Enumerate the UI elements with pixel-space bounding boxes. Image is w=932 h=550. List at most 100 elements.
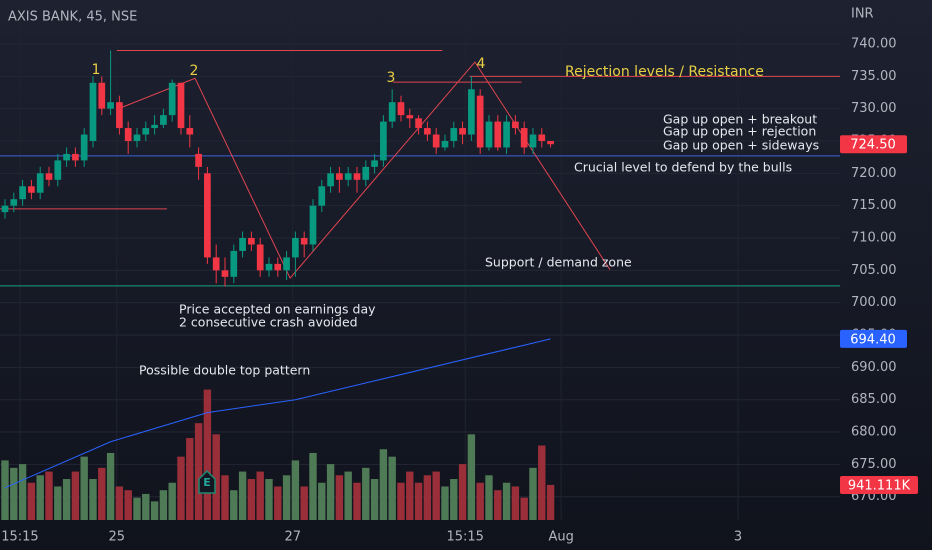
- candle-body: [353, 173, 361, 180]
- earnings-marker: E: [203, 476, 211, 489]
- volume-bar: [115, 486, 124, 520]
- volume-bar: [467, 434, 476, 520]
- candle-body: [221, 270, 229, 277]
- candle-body: [54, 160, 62, 180]
- candle-body: [344, 173, 352, 180]
- moving-average: [4, 338, 551, 489]
- candle-body: [248, 238, 255, 245]
- annotation: 2 consecutive crash avoided: [179, 315, 358, 330]
- y-tick-label: 700.00: [851, 295, 897, 310]
- y-tick-label: 680.00: [851, 425, 897, 440]
- price-badge-label: 694.40: [850, 332, 896, 347]
- volume-bar: [397, 482, 405, 520]
- candle-body: [28, 186, 35, 193]
- volume-bar: [300, 486, 308, 520]
- volume-bar: [476, 482, 484, 520]
- volume-bar: [186, 438, 194, 520]
- volume-bar: [54, 486, 62, 520]
- annotation: 2: [190, 63, 199, 79]
- volume-bar: [194, 423, 203, 520]
- volume-bar: [538, 445, 546, 520]
- candle-body: [107, 102, 114, 109]
- candle-body: [327, 173, 334, 187]
- volume-bar: [414, 482, 423, 520]
- candle-body: [256, 244, 264, 271]
- candle-body: [318, 186, 326, 206]
- volume-bar: [388, 456, 396, 520]
- currency: INR: [851, 7, 874, 22]
- candle-body: [406, 115, 414, 119]
- candle-body: [424, 128, 431, 135]
- x-tick-label: 27: [284, 530, 301, 545]
- volume-bar: [441, 486, 449, 520]
- candle-body: [230, 250, 238, 277]
- annotation: Rejection levels / Resistance: [565, 64, 764, 80]
- candle-body: [98, 82, 106, 109]
- volume-bar: [502, 482, 511, 520]
- volume-bar: [546, 484, 555, 520]
- candle-body: [485, 121, 493, 148]
- candle-body: [309, 205, 317, 245]
- candle-body: [371, 160, 378, 167]
- candle-body: [186, 128, 194, 135]
- volume-bar: [89, 479, 97, 520]
- candle-body: [116, 102, 123, 129]
- candle-body: [63, 153, 70, 161]
- y-tick-label: 720.00: [851, 166, 897, 181]
- volume-bar: [133, 497, 141, 520]
- volume-bar: [27, 482, 36, 520]
- volume-bar: [423, 475, 432, 520]
- candle-body: [133, 134, 141, 141]
- candle-body: [283, 257, 290, 271]
- y-tick-label: 685.00: [851, 392, 897, 407]
- volume-bar: [282, 475, 291, 520]
- annotation: 3: [387, 70, 396, 86]
- candle-body: [1, 205, 9, 213]
- candle-body: [124, 128, 132, 141]
- candle-body: [36, 173, 44, 193]
- volume-bar: [18, 464, 27, 520]
- chart-title: AXIS BANK, 45, NSE: [8, 10, 137, 25]
- earnings-marker-shape: [198, 469, 216, 494]
- candle-body: [142, 128, 150, 135]
- candle-body: [380, 121, 387, 161]
- x-tick-label: 15:15: [446, 530, 483, 545]
- volume-bar: [212, 434, 220, 520]
- annotation: Possible double top pattern: [139, 363, 310, 378]
- candle-body: [300, 238, 308, 245]
- volume-bar: [247, 479, 256, 520]
- candle-body: [274, 263, 282, 271]
- price-badge: [840, 329, 907, 348]
- volume-bar: [458, 464, 467, 520]
- annotation: 1: [92, 62, 101, 78]
- candle-body: [19, 186, 26, 200]
- volume-bar: [370, 479, 379, 520]
- y-tick-label: 735.00: [851, 69, 897, 84]
- candle-body: [529, 134, 537, 148]
- volume-bar: [177, 456, 185, 520]
- price-badge-label: 724.50: [850, 138, 896, 153]
- volume-bar: [309, 452, 317, 520]
- annotation: Support / demand zone: [485, 255, 632, 270]
- volume-bar: [326, 464, 335, 520]
- annotation: Gap up open + rejection: [663, 124, 816, 139]
- volume-bar: [318, 482, 326, 520]
- volume-bar: [36, 475, 44, 520]
- volume-bar: [168, 482, 176, 520]
- volume-bar: [344, 471, 352, 520]
- volume-bar: [432, 471, 440, 520]
- volume-bar: [238, 471, 247, 520]
- volume-bar: [379, 449, 388, 520]
- volume-bar: [106, 452, 115, 520]
- volume-bar: [274, 486, 282, 520]
- volume-bar: [353, 482, 361, 520]
- volume-badge-label: 941.111K: [848, 478, 911, 493]
- annotation: Price accepted on earnings day: [179, 302, 376, 317]
- candle-body: [441, 140, 449, 148]
- candle-body: [520, 128, 528, 148]
- volume-bar: [291, 460, 300, 520]
- candle-body: [432, 134, 440, 148]
- candle-body: [415, 118, 422, 129]
